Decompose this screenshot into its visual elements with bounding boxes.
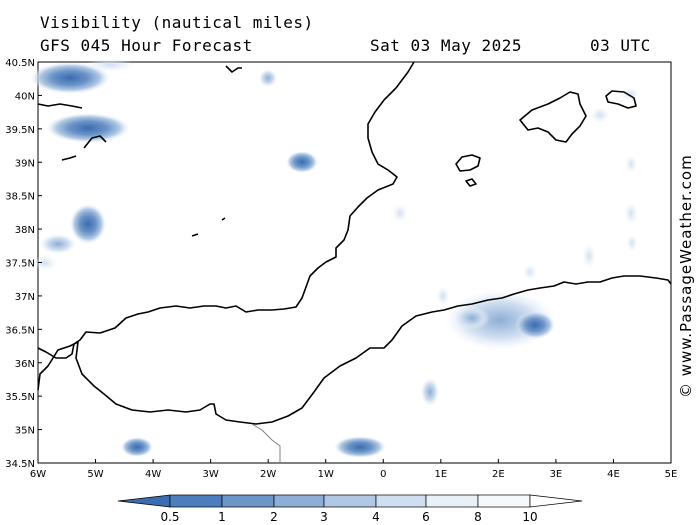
map-frame bbox=[37, 61, 672, 464]
colorbar-label: 8 bbox=[474, 510, 482, 524]
longitude-label: 2E bbox=[492, 469, 505, 480]
longitude-label: 4E bbox=[607, 469, 620, 480]
latitude-labels: 40.5N 40N 39.5N 39N 38.5N 38N 37.5N 37N 36.5N 36N… bbox=[5, 58, 42, 470]
longitude-label: 5W bbox=[87, 469, 103, 480]
forecast-time: 03 UTC bbox=[590, 36, 651, 55]
colorbar-labels: 0.5 1 2 3 4 6 8 10 bbox=[160, 510, 537, 524]
latitude-label: 37.5N bbox=[5, 259, 35, 270]
longitude-label: 3E bbox=[550, 469, 563, 480]
credit-text: © www.PassageWeather.com bbox=[677, 154, 695, 398]
coastlines bbox=[37, 61, 672, 425]
latitude-label: 36.5N bbox=[5, 325, 35, 336]
latitude-label: 40N bbox=[15, 91, 35, 102]
longitude-label: 1W bbox=[318, 469, 334, 480]
latitude-label: 37N bbox=[15, 292, 35, 303]
longitude-label: 3W bbox=[203, 469, 219, 480]
longitude-label: 1E bbox=[434, 469, 447, 480]
colorbar-label: 10 bbox=[522, 510, 537, 524]
colorbar-label: 6 bbox=[422, 510, 430, 524]
forecast-date: Sat 03 May 2025 bbox=[370, 36, 522, 55]
latitude-label: 35.5N bbox=[5, 392, 35, 403]
colorbar bbox=[117, 494, 583, 508]
visibility-patches bbox=[30, 58, 640, 458]
colorbar-label: 0.5 bbox=[160, 510, 179, 524]
colorbar-label: 2 bbox=[270, 510, 278, 524]
longitude-label: 5E bbox=[665, 469, 678, 480]
model-title: GFS 045 Hour Forecast bbox=[40, 36, 253, 55]
latitude-label: 39.5N bbox=[5, 125, 35, 136]
latitude-label: 36N bbox=[15, 359, 35, 370]
latitude-label: 39N bbox=[15, 158, 35, 169]
longitude-labels: 6W 5W 4W 3W 2W 1W 0 1E 2E 3E 4E 5E bbox=[30, 459, 677, 480]
longitude-label: 6W bbox=[30, 469, 46, 480]
latitude-label: 38.5N bbox=[5, 192, 35, 203]
country-border bbox=[251, 423, 281, 462]
variable-title: Visibility (nautical miles) bbox=[40, 13, 314, 32]
colorbar-label: 1 bbox=[218, 510, 226, 524]
latitude-label: 40.5N bbox=[5, 58, 35, 69]
latitude-label: 38N bbox=[15, 225, 35, 236]
colorbar-label: 4 bbox=[372, 510, 380, 524]
longitude-label: 0 bbox=[380, 469, 386, 480]
longitude-label: 2W bbox=[260, 469, 276, 480]
longitude-label: 4W bbox=[145, 469, 161, 480]
latitude-label: 35N bbox=[15, 426, 35, 437]
latitude-label: 34.5N bbox=[5, 459, 35, 470]
colorbar-label: 3 bbox=[320, 510, 328, 524]
